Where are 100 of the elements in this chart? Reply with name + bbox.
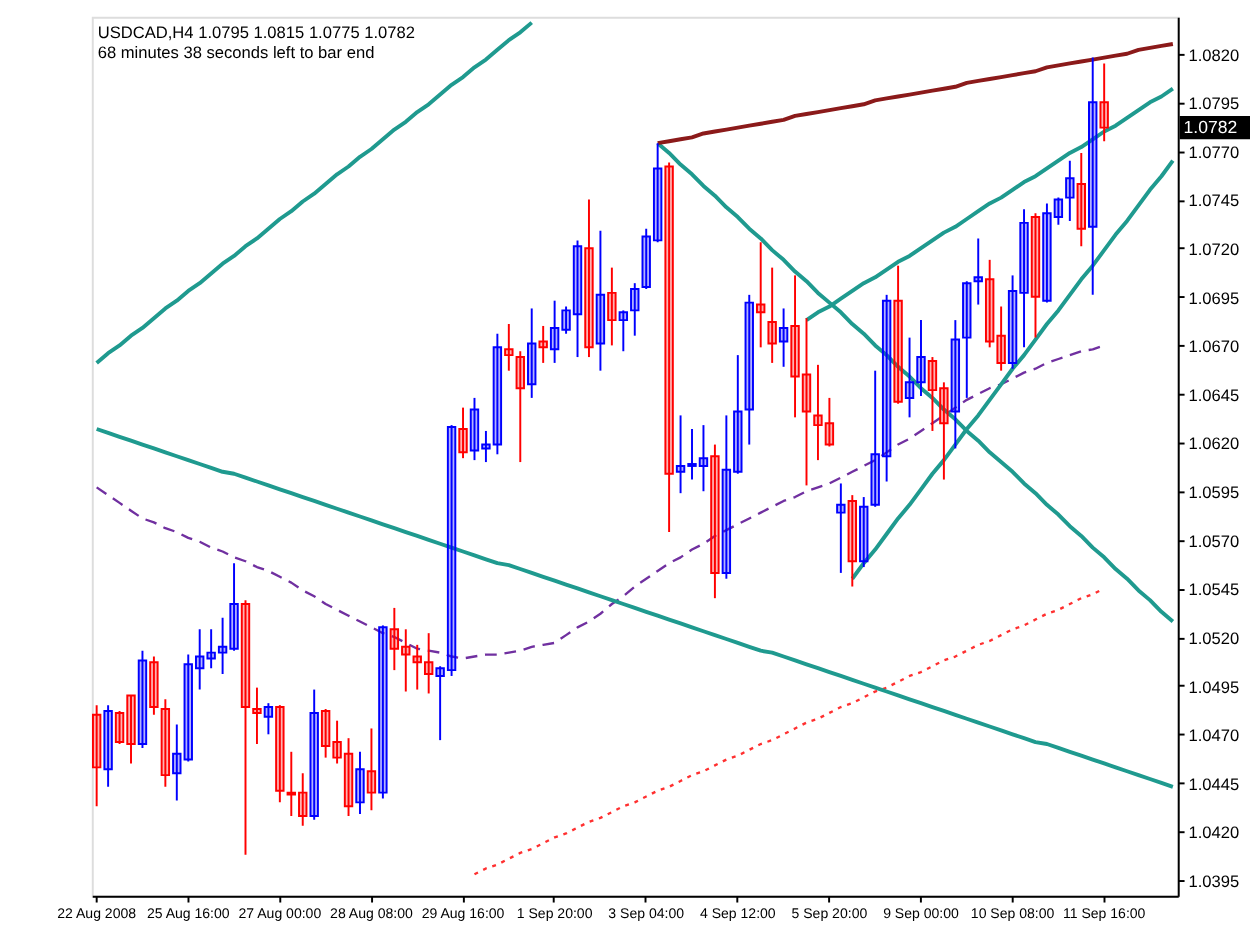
candlestick <box>790 274 800 419</box>
candlestick <box>721 414 732 580</box>
candlestick <box>1042 202 1052 304</box>
candlestick <box>641 227 651 290</box>
candlestick <box>1053 196 1064 226</box>
candlestick <box>355 750 365 815</box>
line-series <box>94 20 534 365</box>
y-tick-label: 1.0470 <box>1188 725 1240 746</box>
candlestick <box>813 363 823 462</box>
candlestick <box>343 737 354 817</box>
candlestick <box>595 229 606 372</box>
y-tick-label: 1.0745 <box>1188 190 1240 211</box>
candlestick <box>1099 62 1109 143</box>
y-tick-label: 1.0395 <box>1188 870 1240 891</box>
candlestick <box>240 599 251 856</box>
candlestick <box>710 443 720 600</box>
candlestick <box>767 266 777 364</box>
y-tick-label: 1.0495 <box>1188 676 1240 697</box>
candlestick <box>366 727 377 812</box>
candlestick <box>320 708 331 759</box>
candlestick <box>652 142 663 244</box>
y-tick-label: 1.0645 <box>1188 384 1240 405</box>
candlestick <box>492 332 503 456</box>
candlestick <box>756 241 766 349</box>
candlestick <box>378 624 388 800</box>
candlestick <box>859 496 869 569</box>
candlestick <box>504 323 514 372</box>
candlestick <box>401 628 411 693</box>
candlestick <box>664 161 674 534</box>
candlestick <box>172 723 182 802</box>
candlestick <box>1019 208 1029 349</box>
y-tick-label: 1.0720 <box>1188 239 1240 260</box>
candlestick <box>446 424 457 677</box>
line-series <box>94 427 1175 789</box>
candlestick <box>538 324 548 364</box>
text: 68 minutes 38 seconds left to bar end <box>97 41 376 62</box>
candlestick <box>607 266 617 347</box>
y-tick-label: 1.0520 <box>1188 627 1240 648</box>
candlestick <box>939 381 949 481</box>
candlestick <box>836 482 846 574</box>
candlestick <box>973 237 983 306</box>
candlestick <box>584 198 594 359</box>
candlestick <box>183 653 193 763</box>
candlestick <box>916 319 926 397</box>
candlestick <box>893 264 903 405</box>
candlestick <box>630 282 640 337</box>
candlestick <box>618 309 629 353</box>
candlestick <box>904 336 915 419</box>
candlestick <box>1088 56 1098 296</box>
text: 1.0782 <box>1183 117 1238 138</box>
candlestick <box>515 350 525 464</box>
candlestick <box>91 704 102 808</box>
candlestick <box>206 628 216 670</box>
candlestick <box>481 429 491 464</box>
candlestick <box>389 606 400 672</box>
candlestick <box>160 698 171 788</box>
candlestick <box>527 307 537 399</box>
y-tick-label: 1.0570 <box>1188 530 1240 551</box>
candlestick <box>687 428 697 481</box>
candlestick <box>1030 212 1041 339</box>
candlestick <box>126 694 136 765</box>
candlestick <box>572 239 583 359</box>
y-tick-label: 1.0620 <box>1188 433 1240 454</box>
y-tick-label: 1.0795 <box>1188 93 1240 114</box>
candlestick <box>561 305 571 335</box>
candlestick <box>137 649 148 749</box>
candlestick <box>149 655 159 716</box>
candlestick <box>195 628 205 691</box>
candlestick <box>1065 159 1075 222</box>
y-tick-label: 1.0695 <box>1188 287 1240 308</box>
candlestick <box>332 719 342 765</box>
candlestick <box>950 319 961 450</box>
candlestick <box>549 299 560 364</box>
candlestick <box>217 616 228 675</box>
candlestick <box>824 396 835 448</box>
candlestick <box>733 354 743 475</box>
candlestick <box>996 305 1006 372</box>
candlestick <box>229 562 239 652</box>
candlestick <box>423 632 434 695</box>
line-series <box>95 344 1106 660</box>
candlestick <box>1007 274 1018 370</box>
y-tick-label: 1.0420 <box>1188 822 1240 843</box>
candlestick <box>458 406 468 460</box>
line-series <box>655 42 1175 146</box>
candlestick <box>744 293 754 446</box>
candlestick <box>435 665 445 742</box>
candlestick <box>103 704 113 788</box>
chart-title: USDCAD,H4 1.0795 1.0815 1.0775 1.0782 <box>97 22 416 43</box>
candlestick <box>984 258 995 349</box>
candlestick <box>275 704 285 804</box>
candlestick <box>847 494 857 588</box>
candlestick <box>870 369 880 508</box>
y-tick-label: 1.0820 <box>1188 44 1240 65</box>
y-tick-label: 1.0545 <box>1188 579 1240 600</box>
candlestick <box>927 356 938 432</box>
candlestick <box>698 424 709 493</box>
candlestick <box>114 709 125 745</box>
candlestick <box>252 686 262 745</box>
candlestick <box>881 293 892 483</box>
candlestick <box>298 772 308 827</box>
